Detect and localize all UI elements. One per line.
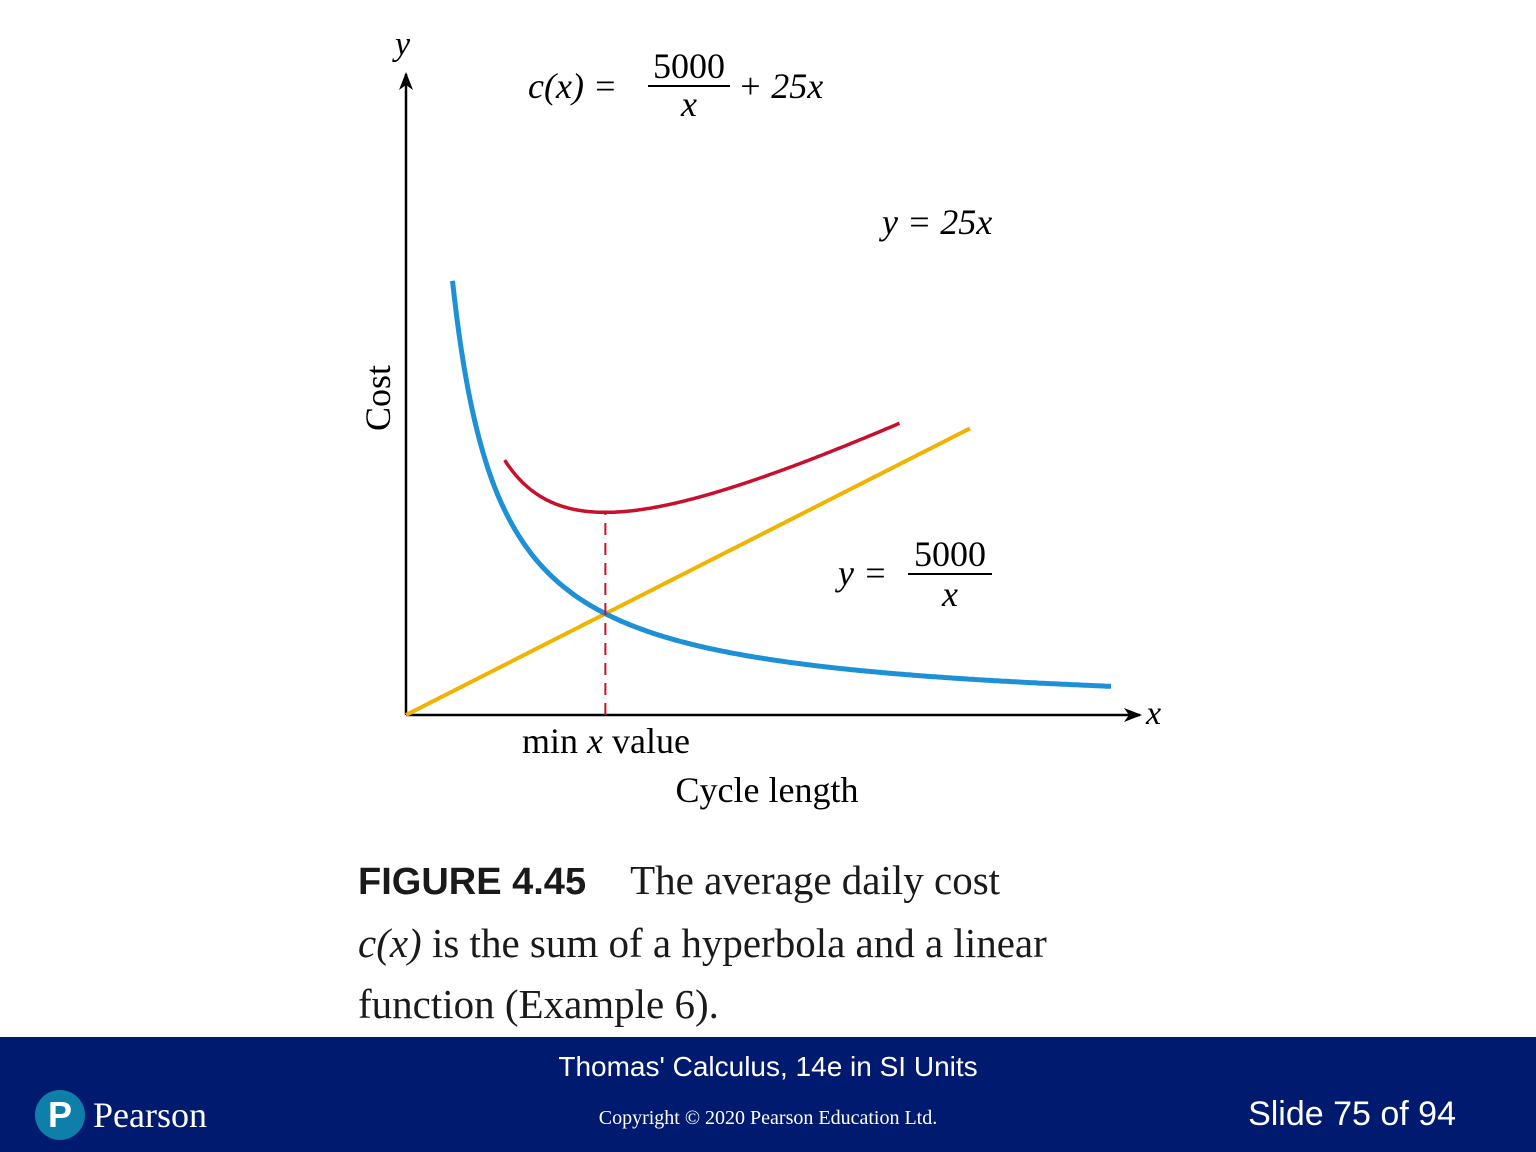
hyperbola-curve [450,280,1111,689]
line-function-label: y = 25x [879,202,992,242]
caption-line-3: function (Example 6). [358,981,719,1027]
min-x-value-label: min x value [522,721,690,761]
svg-text:+ 25x: + 25x [738,66,823,106]
figure-graph: y x Cost Cycle length min x value c(x) =… [358,26,1161,810]
caption-cx: c(x) [358,920,422,966]
caption-line-2: c(x) is the sum of a hyperbola and a lin… [358,913,1178,974]
caption-text-1: The average daily cost [630,857,1001,903]
cost-curve [503,421,901,515]
pearson-p-icon: P [35,1090,85,1140]
slide-number: Slide 75 of 94 [1248,1095,1456,1133]
caption-text-2: is the sum of a hyperbola and a linear [421,920,1047,966]
svg-text:c(x) =: c(x) = [528,66,617,106]
figure-number: FIGURE 4.45 [358,861,587,903]
svg-text:y =: y = [835,553,887,593]
svg-text:x: x [941,574,958,614]
line-25x-curve [405,426,971,717]
caption-line-1: FIGURE 4.45 The average daily cost [358,850,1178,913]
pearson-logo: P Pearson [35,1089,207,1141]
svg-text:5000: 5000 [653,46,725,86]
copyright-text: Copyright © 2020 Pearson Education Ltd. [598,1107,938,1129]
figure-caption: FIGURE 4.45 The average daily cost c(x) i… [358,850,1178,1035]
svg-text:x: x [680,84,697,124]
y-axis-label: Cost [358,365,398,431]
book-title: Thomas' Calculus, 14e in SI Units [558,1051,978,1082]
y-axis-symbol: y [392,26,411,63]
x-axis-label: Cycle length [676,770,859,810]
hyperbola-function-label: y = 5000 x [835,534,992,614]
svg-text:5000: 5000 [914,534,986,574]
pearson-wordmark: Pearson [93,1095,207,1135]
slide-footer: Thomas' Calculus, 14e in SI Units Copyri… [0,1037,1536,1152]
cost-function-label: c(x) = 5000 x + 25x [528,46,823,124]
x-axis-symbol: x [1145,695,1161,732]
